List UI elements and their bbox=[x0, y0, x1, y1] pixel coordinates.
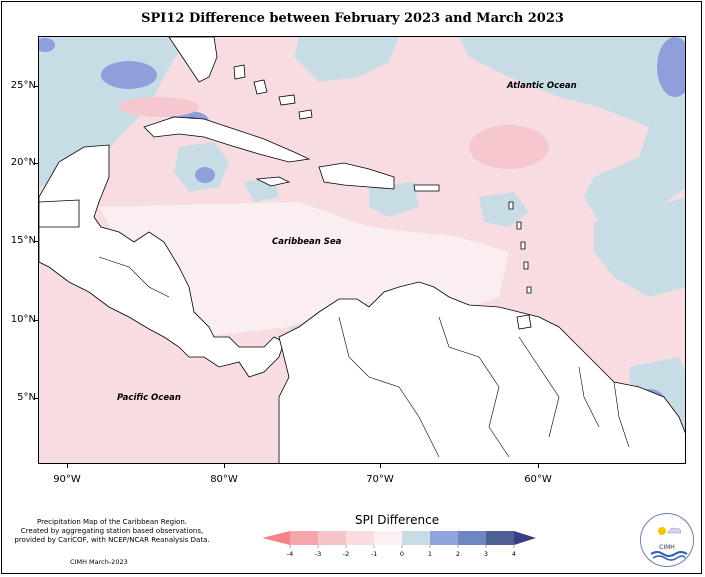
legend-tick-label: -1 bbox=[371, 550, 377, 558]
lat-label-15n: 15°N bbox=[10, 235, 36, 246]
lat-tick bbox=[34, 398, 38, 399]
lat-label-10n: 10°N bbox=[10, 314, 36, 325]
footer-description: Precipitation Map of the Caribbean Regio… bbox=[12, 518, 212, 545]
map-title: SPI12 Difference between February 2023 a… bbox=[141, 11, 564, 26]
footer-line-2: Created by aggregating station based obs… bbox=[20, 527, 204, 535]
legend-bars bbox=[262, 531, 536, 545]
legend-swatch bbox=[514, 531, 536, 545]
wave-icon bbox=[652, 555, 686, 561]
legend-swatch bbox=[430, 531, 458, 545]
lat-tick bbox=[34, 86, 38, 87]
land-masses bbox=[39, 37, 685, 463]
lat-label-5n: 5°N bbox=[17, 392, 36, 403]
logo-graphic bbox=[650, 527, 688, 561]
map-panel: Atlantic Ocean Caribbean Sea Pacific Oce… bbox=[38, 36, 686, 464]
wave-icon bbox=[650, 551, 688, 557]
lon-label-60w: 60°W bbox=[524, 474, 552, 485]
logo-text: CIMH bbox=[659, 544, 675, 551]
lon-tick bbox=[538, 464, 539, 468]
legend-colorbar: -4 -3 -2 -1 0 1 2 3 4 bbox=[262, 531, 536, 558]
legend-swatch bbox=[374, 531, 402, 545]
legend-tick-label: 4 bbox=[512, 550, 516, 558]
legend-swatch bbox=[458, 531, 486, 545]
lat-tick bbox=[34, 163, 38, 164]
legend-tick-labels: -4 -3 -2 -1 0 1 2 3 4 bbox=[287, 545, 516, 558]
legend-tick-label: 2 bbox=[456, 550, 460, 558]
lon-tick bbox=[224, 464, 225, 468]
caribbean-sea-label: Caribbean Sea bbox=[272, 237, 342, 247]
lon-label-80w: 80°W bbox=[210, 474, 238, 485]
anomaly-pink bbox=[119, 97, 549, 169]
legend-tick-label: -3 bbox=[315, 550, 321, 558]
footer-line-3: provided by CariCOF, with NCEP/NCAR Rean… bbox=[14, 536, 210, 544]
cloud-icon bbox=[667, 527, 682, 534]
lon-tick bbox=[380, 464, 381, 468]
legend-tick-label: -2 bbox=[343, 550, 349, 558]
footer-credit: CIMH March-2023 bbox=[70, 558, 128, 566]
lon-label-70w: 70°W bbox=[366, 474, 394, 485]
legend-swatch bbox=[262, 531, 290, 545]
legend-swatch bbox=[402, 531, 430, 545]
legend-swatch bbox=[290, 531, 318, 545]
legend-tick-label: 1 bbox=[428, 550, 432, 558]
pacific-ocean-label: Pacific Ocean bbox=[117, 393, 181, 403]
lon-tick bbox=[67, 464, 68, 468]
legend-swatch bbox=[486, 531, 514, 545]
legend-title: SPI Difference bbox=[355, 513, 440, 527]
lat-tick bbox=[34, 241, 38, 242]
atlantic-ocean-label: Atlantic Ocean bbox=[507, 81, 577, 91]
legend-tick-label: 0 bbox=[400, 550, 404, 558]
legend-tick-label: 3 bbox=[484, 550, 488, 558]
footer-line-1: Precipitation Map of the Caribbean Regio… bbox=[37, 518, 187, 526]
legend-swatch bbox=[346, 531, 374, 545]
lat-tick bbox=[34, 320, 38, 321]
country-borders bbox=[98, 256, 630, 458]
sun-icon bbox=[658, 527, 666, 535]
lat-label-20n: 20°N bbox=[10, 157, 36, 168]
map-canvas bbox=[39, 37, 685, 463]
lon-label-90w: 90°W bbox=[53, 474, 81, 485]
legend-tick-label: -4 bbox=[287, 550, 293, 558]
legend-swatch bbox=[318, 531, 346, 545]
lat-label-25n: 25°N bbox=[10, 80, 36, 91]
cimh-logo: CIMH bbox=[640, 513, 694, 567]
